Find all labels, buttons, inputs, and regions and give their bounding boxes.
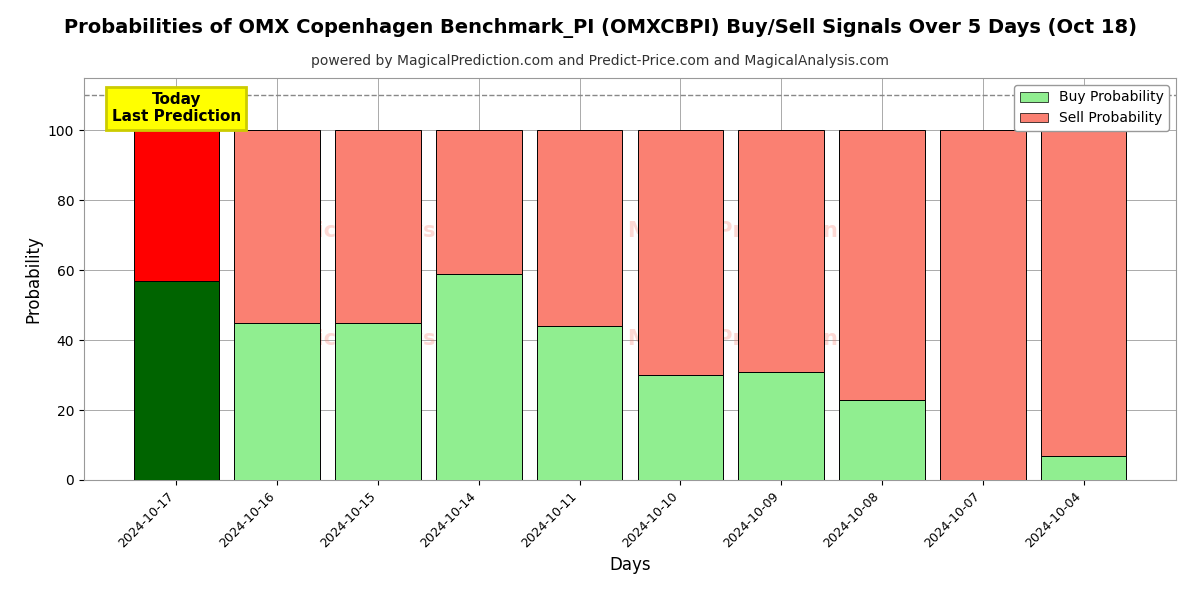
Bar <box>637 130 724 375</box>
Bar <box>436 274 522 480</box>
Bar <box>738 371 824 480</box>
Bar <box>1040 130 1127 455</box>
Bar <box>133 281 220 480</box>
Text: MagicalAnalysis.com: MagicalAnalysis.com <box>268 329 512 349</box>
Text: Today
Last Prediction: Today Last Prediction <box>112 92 241 124</box>
Bar <box>637 375 724 480</box>
Text: MagicalPrediction.com: MagicalPrediction.com <box>628 329 895 349</box>
Bar <box>1040 455 1127 480</box>
Bar <box>536 130 623 326</box>
Bar <box>335 130 421 323</box>
Bar <box>536 326 623 480</box>
Bar <box>839 130 925 400</box>
Text: MagicalPrediction.com: MagicalPrediction.com <box>628 221 895 241</box>
Bar <box>335 323 421 480</box>
Bar <box>738 130 824 371</box>
Bar <box>940 130 1026 480</box>
Y-axis label: Probability: Probability <box>24 235 42 323</box>
Bar <box>234 323 320 480</box>
Text: Probabilities of OMX Copenhagen Benchmark_PI (OMXCBPI) Buy/Sell Signals Over 5 D: Probabilities of OMX Copenhagen Benchmar… <box>64 18 1136 38</box>
Text: powered by MagicalPrediction.com and Predict-Price.com and MagicalAnalysis.com: powered by MagicalPrediction.com and Pre… <box>311 54 889 68</box>
Legend: Buy Probability, Sell Probability: Buy Probability, Sell Probability <box>1014 85 1169 131</box>
Bar <box>234 130 320 323</box>
Bar <box>839 400 925 480</box>
Text: MagicalAnalysis.com: MagicalAnalysis.com <box>268 221 512 241</box>
X-axis label: Days: Days <box>610 556 650 574</box>
Bar <box>436 130 522 274</box>
Bar <box>133 130 220 281</box>
